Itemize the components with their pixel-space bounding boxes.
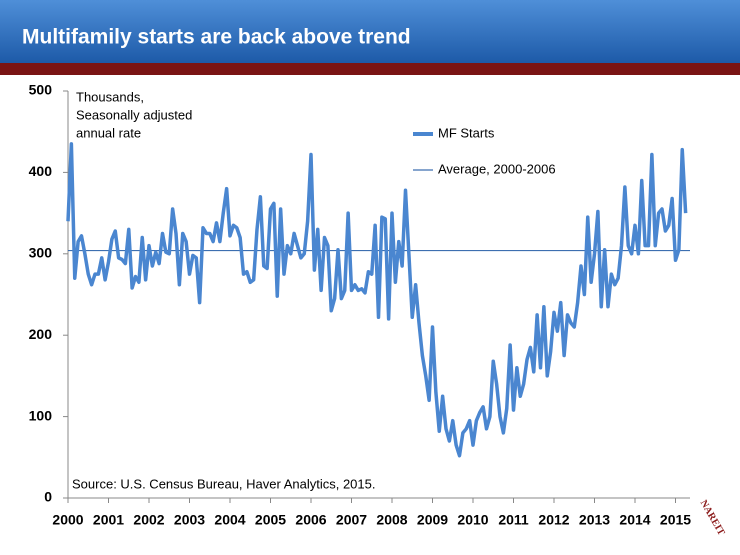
source: Source: U.S. Census Bureau, Haver Analyt… [72,476,376,491]
x-tick-label: 2012 [538,512,569,528]
legend-label: MF Starts [438,125,495,140]
x-tick-label: 2000 [52,512,83,528]
x-tick-label: 2004 [214,512,245,528]
annotation: annual rate [76,125,141,140]
title-strip [0,63,740,75]
y-tick-label: 500 [29,82,53,98]
x-tick-label: 2014 [619,512,650,528]
y-tick-label: 100 [29,407,53,423]
data-line [66,142,688,458]
x-tick-label: 2001 [93,512,124,528]
x-tick-label: 2010 [457,512,488,528]
y-tick-label: 300 [29,245,53,261]
y-tick-label: 200 [29,326,53,342]
annotation: Seasonally adjusted [76,107,192,122]
x-tick-label: 2002 [133,512,164,528]
y-tick-label: 0 [44,489,52,505]
title-bar [0,0,740,63]
x-tick-label: 2011 [498,512,529,528]
x-tick-label: 2015 [660,512,691,528]
legend-label: Average, 2000-2006 [438,161,556,176]
x-tick-label: 2013 [579,512,610,528]
x-tick-label: 2007 [336,512,367,528]
x-tick-label: 2005 [255,512,286,528]
logo: NAREIT [698,498,727,537]
annotation: Thousands, [76,89,144,104]
x-tick-label: 2003 [174,512,205,528]
x-tick-label: 2009 [417,512,448,528]
x-tick-label: 2006 [295,512,326,528]
x-tick-label: 2008 [376,512,407,528]
chart-title: Multifamily starts are back above trend [22,26,411,49]
y-tick-label: 400 [29,163,53,179]
